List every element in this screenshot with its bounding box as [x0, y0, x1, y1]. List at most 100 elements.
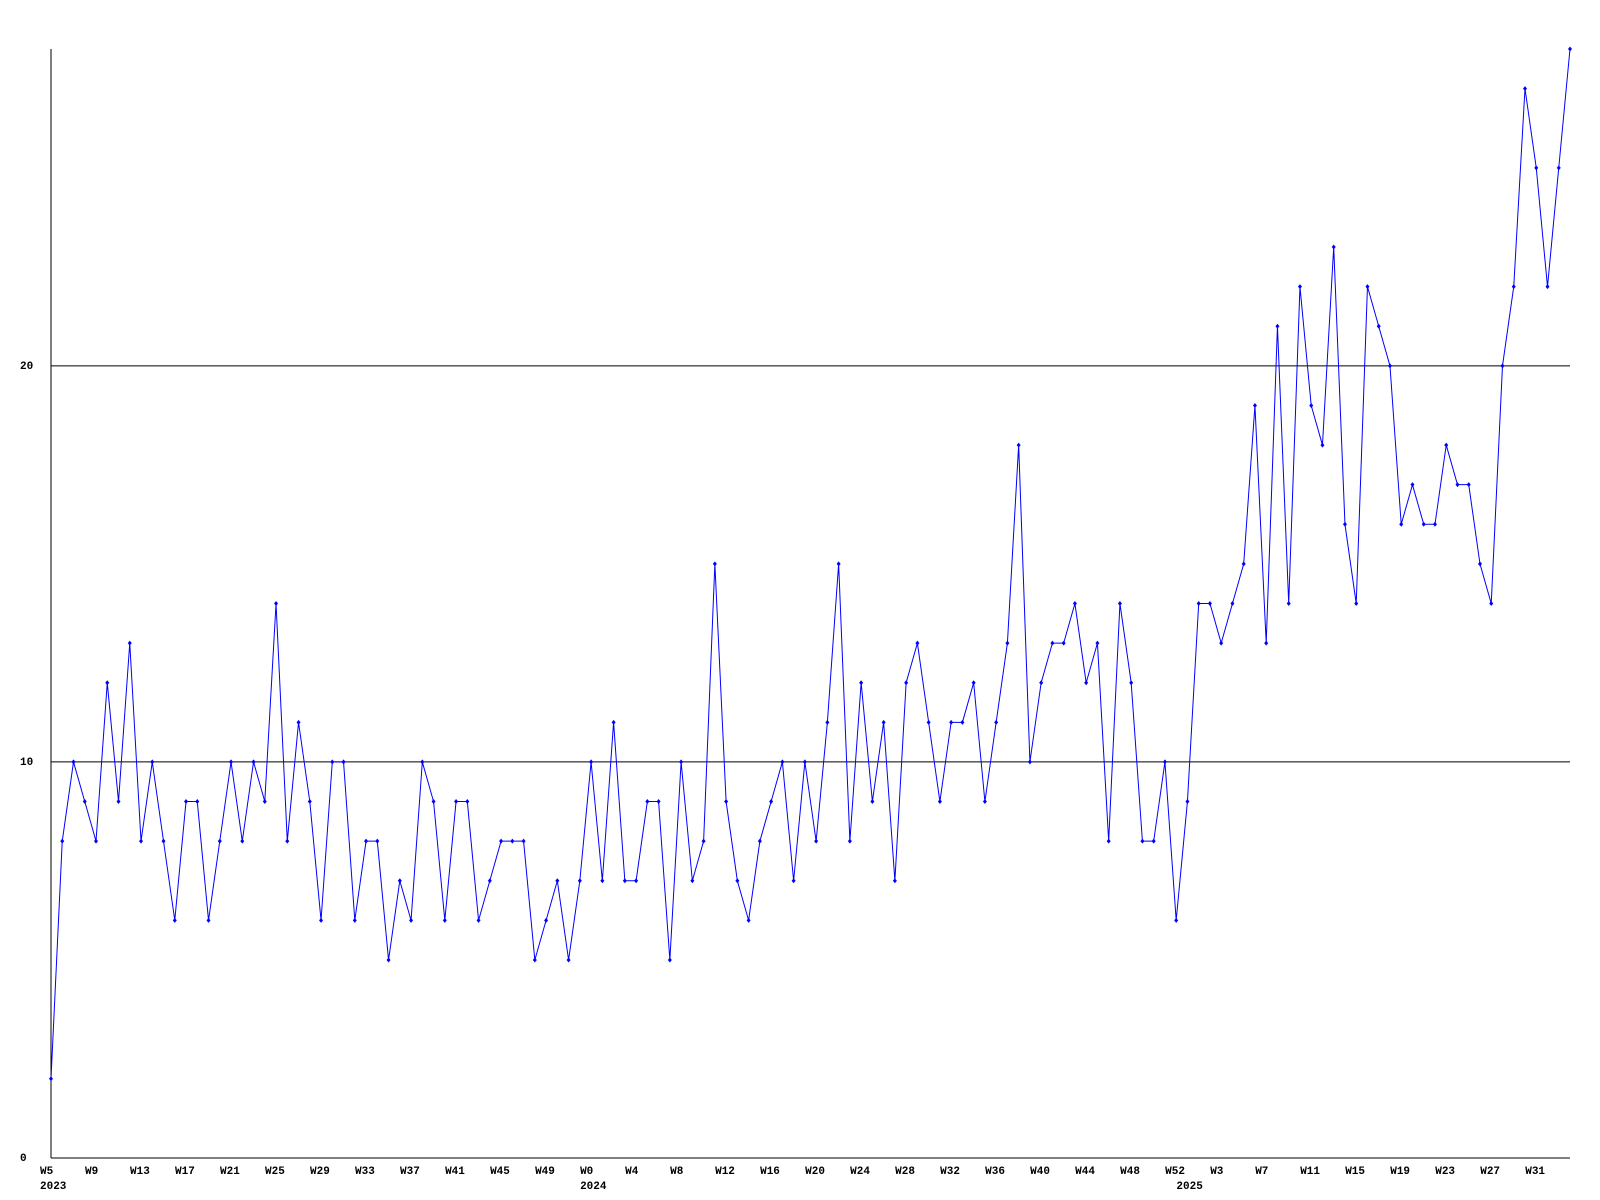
point-marker	[1342, 521, 1347, 527]
point-marker	[577, 878, 582, 884]
x-tick-label: W11	[1300, 1166, 1320, 1178]
point-marker	[904, 680, 909, 686]
point-marker	[420, 759, 425, 765]
point-marker	[532, 957, 537, 963]
point-marker	[949, 719, 954, 725]
point-marker	[769, 799, 774, 805]
point-marker	[645, 799, 650, 805]
x-tick-label: W7	[1255, 1166, 1268, 1178]
point-marker	[960, 719, 965, 725]
point-marker	[634, 878, 639, 884]
point-marker	[116, 799, 121, 805]
x-tick-label: W24	[850, 1166, 870, 1178]
point-marker	[521, 838, 526, 844]
point-marker	[161, 838, 166, 844]
point-marker	[701, 838, 706, 844]
point-marker	[1286, 601, 1291, 606]
x-year-label: 2024	[580, 1181, 607, 1193]
point-marker	[150, 759, 155, 765]
point-marker	[217, 838, 222, 844]
point-marker	[814, 838, 819, 844]
point-marker	[757, 838, 762, 844]
x-tick-label: W48	[1120, 1166, 1140, 1178]
point-marker	[206, 917, 211, 923]
point-marker	[1230, 601, 1235, 606]
point-marker	[544, 917, 549, 923]
point-marker	[307, 799, 312, 805]
point-marker	[352, 917, 357, 923]
point-marker	[1421, 521, 1426, 527]
point-marker	[1331, 244, 1336, 250]
x-tick-label: W31	[1525, 1166, 1545, 1178]
x-tick-label: W5	[40, 1166, 54, 1178]
point-marker	[1050, 640, 1055, 646]
point-marker	[1140, 838, 1145, 844]
point-marker	[139, 838, 144, 844]
point-marker	[679, 759, 684, 765]
x-tick-label: W29	[310, 1166, 330, 1178]
x-tick-label: W44	[1075, 1166, 1095, 1178]
point-marker	[1376, 323, 1381, 329]
point-marker	[836, 561, 841, 567]
point-marker	[1264, 640, 1269, 646]
point-marker	[172, 917, 177, 923]
point-marker	[656, 799, 661, 805]
point-marker	[1511, 284, 1516, 290]
point-marker	[364, 838, 369, 844]
point-marker	[555, 878, 560, 884]
series-line	[50, 48, 1571, 1079]
point-marker	[240, 838, 245, 844]
point-marker	[881, 719, 886, 725]
x-tick-label: W21	[220, 1166, 240, 1178]
point-marker	[690, 878, 695, 884]
point-marker	[1252, 402, 1257, 408]
point-marker	[1106, 838, 1111, 844]
x-tick-label: W13	[130, 1166, 150, 1178]
x-tick-label: W33	[355, 1166, 375, 1178]
x-tick-label: W23	[1435, 1166, 1455, 1178]
point-marker	[375, 838, 380, 844]
point-marker	[442, 917, 447, 923]
point-marker	[94, 838, 99, 844]
point-marker	[1117, 601, 1122, 606]
x-year-label: 2025	[1176, 1181, 1203, 1193]
point-marker	[1061, 640, 1066, 646]
point-marker	[71, 759, 76, 765]
point-marker	[251, 759, 256, 765]
x-tick-label: W3	[1210, 1166, 1224, 1178]
point-marker	[1241, 561, 1246, 567]
point-marker	[859, 680, 864, 686]
point-marker	[1084, 680, 1089, 686]
point-marker	[510, 838, 515, 844]
x-tick-label: W37	[400, 1166, 420, 1178]
point-marker	[296, 719, 301, 725]
point-marker	[1207, 601, 1212, 606]
point-marker	[982, 799, 987, 805]
point-marker	[712, 561, 717, 567]
y-tick-label: 0	[20, 1153, 27, 1165]
point-marker	[1489, 601, 1494, 606]
x-tick-label: W20	[805, 1166, 825, 1178]
point-marker	[1072, 601, 1077, 606]
point-marker	[1466, 482, 1471, 488]
point-marker	[476, 917, 481, 923]
point-marker	[1455, 482, 1460, 488]
x-tick-label: W52	[1165, 1166, 1185, 1178]
point-marker	[49, 1076, 53, 1082]
point-marker	[1005, 640, 1010, 646]
x-tick-label: W17	[175, 1166, 195, 1178]
point-marker	[105, 680, 110, 686]
y-tick-label: 20	[20, 361, 33, 373]
point-marker	[802, 759, 807, 765]
point-marker	[82, 799, 87, 805]
x-tick-label: W36	[985, 1166, 1005, 1178]
point-marker	[1162, 759, 1167, 765]
x-tick-label: W41	[445, 1166, 465, 1178]
point-marker	[870, 799, 875, 805]
point-marker	[825, 719, 830, 725]
point-marker	[611, 719, 616, 725]
point-marker	[487, 878, 492, 884]
point-marker	[915, 640, 920, 646]
x-tick-label: W15	[1345, 1166, 1365, 1178]
